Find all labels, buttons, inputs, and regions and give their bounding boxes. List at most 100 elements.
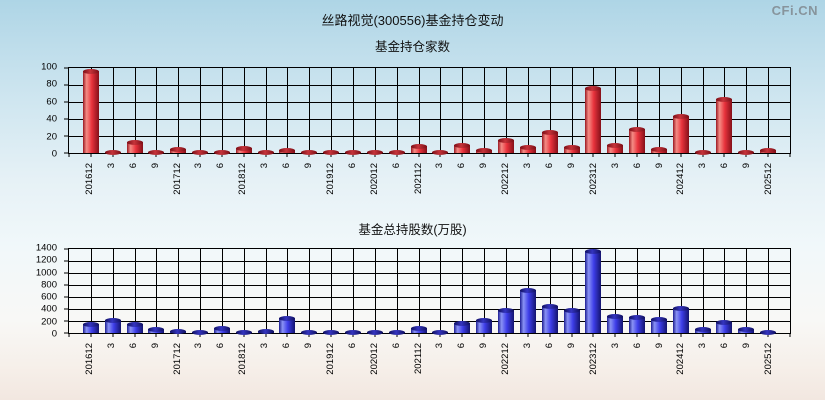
- fund-count-y-axis-labels: 0 20 40 60 80 100: [0, 62, 64, 160]
- bar-fund-shares-6: [279, 316, 296, 333]
- bar-fund-shares-3: [607, 313, 624, 333]
- bar-cap: [323, 330, 340, 336]
- y-axis-tick: [64, 152, 69, 154]
- bar-fund-shares-202512: [760, 330, 777, 336]
- gridline-v: [768, 249, 770, 333]
- bar-fund-count-6: [213, 150, 230, 156]
- bar-cap: [760, 148, 777, 154]
- x-axis-tick: [723, 333, 725, 337]
- y-tick-label: 0: [51, 148, 57, 160]
- gridline-v: [549, 249, 551, 333]
- x-axis-tick: [90, 333, 92, 337]
- bar-fund-count-201912: [323, 150, 340, 156]
- gridline-v: [571, 68, 573, 153]
- bar-cap: [650, 317, 667, 323]
- gridline-v: [746, 249, 748, 333]
- bar-cap: [432, 329, 449, 335]
- x-tick-label: 6: [215, 343, 227, 349]
- y-axis-tick: [64, 118, 69, 120]
- bar-cap: [279, 316, 296, 322]
- gridline-v: [353, 68, 355, 153]
- bar-cap: [694, 150, 711, 156]
- bar-cap: [192, 330, 209, 336]
- x-tick-label: 6: [719, 343, 731, 349]
- gridline-v: [134, 249, 136, 333]
- gridline-v: [615, 249, 617, 333]
- y-tick-label: 600: [41, 291, 57, 303]
- bar-fund-shares-6: [629, 314, 646, 333]
- bar-fund-shares-3: [192, 330, 209, 336]
- y-axis-tick: [64, 320, 69, 322]
- bar-fund-count-9: [148, 150, 165, 156]
- bar-cap: [366, 330, 383, 336]
- bar-cap: [629, 314, 646, 320]
- bar-cap: [585, 248, 602, 254]
- chart-subtitle-fund-shares: 基金总持股数(万股): [358, 223, 467, 237]
- x-axis-tick: [767, 153, 769, 157]
- gridline-v: [221, 249, 223, 333]
- bar-cap: [104, 150, 121, 156]
- gridline-v: [287, 249, 289, 333]
- bar-fund-shares-201912: [323, 330, 340, 336]
- bar-fund-count-202312: [585, 85, 602, 153]
- bar-fund-count-202012: [366, 150, 383, 156]
- bar-fund-shares-3: [104, 317, 121, 333]
- x-axis-tick: [745, 333, 747, 337]
- bar-cap: [519, 145, 536, 151]
- gridline-v: [527, 68, 529, 153]
- gridline-v: [680, 249, 682, 333]
- y-axis-tick: [64, 67, 69, 69]
- gridline-v: [178, 249, 180, 333]
- x-axis-tick: [592, 153, 594, 157]
- x-axis-tick: [592, 333, 594, 337]
- bar-fund-shares-9: [563, 307, 580, 333]
- x-axis-tick: [155, 333, 157, 337]
- gridline-v: [418, 68, 420, 153]
- bar-fund-shares-201612: [82, 322, 99, 333]
- bar-fund-count-3: [192, 150, 209, 156]
- bar-cap: [563, 307, 580, 313]
- gridline-v: [484, 249, 486, 333]
- x-axis-tick: [614, 153, 616, 157]
- x-tick-label: 9: [149, 343, 161, 349]
- bar-fund-count-3: [257, 150, 274, 156]
- bar-fund-count-6: [126, 139, 143, 153]
- x-axis-tick: [723, 153, 725, 157]
- gridline-v: [221, 68, 223, 153]
- bar-cap: [497, 308, 514, 314]
- bar-cap: [694, 327, 711, 333]
- x-axis-tick: [418, 153, 420, 157]
- bar-fund-shares-3: [694, 327, 711, 333]
- x-axis-tick: [177, 333, 179, 337]
- bar-fund-shares-202412: [672, 306, 689, 333]
- y-axis-tick: [64, 135, 69, 137]
- gridline-v: [440, 68, 442, 153]
- gridline-v: [134, 68, 136, 153]
- bar-cap: [629, 127, 646, 133]
- bar-cap: [213, 326, 230, 332]
- gridline-v: [265, 68, 267, 153]
- x-axis-tick: [112, 333, 114, 337]
- bar-fund-shares-6: [716, 320, 733, 333]
- bar-cap: [104, 317, 121, 323]
- gridline-v: [331, 68, 333, 153]
- bar-fund-shares-9: [650, 317, 667, 333]
- bar-cap: [82, 322, 99, 327]
- bar-cap: [126, 322, 143, 327]
- y-tick-label: 40: [46, 113, 57, 125]
- x-tick-label: 9: [565, 343, 577, 349]
- bar-cap: [541, 304, 558, 309]
- bar-cap: [738, 326, 755, 332]
- gridline-v: [287, 68, 289, 153]
- x-axis-tick: [286, 333, 288, 337]
- x-tick-label: 6: [456, 343, 468, 349]
- gridline-v: [112, 68, 114, 153]
- gridline-v: [309, 249, 311, 333]
- bar-fund-shares-6: [454, 320, 471, 333]
- bar-cap: [432, 150, 449, 156]
- bar-fund-count-6: [454, 143, 471, 153]
- x-axis-tick: [680, 333, 682, 337]
- bar-cap: [257, 150, 274, 156]
